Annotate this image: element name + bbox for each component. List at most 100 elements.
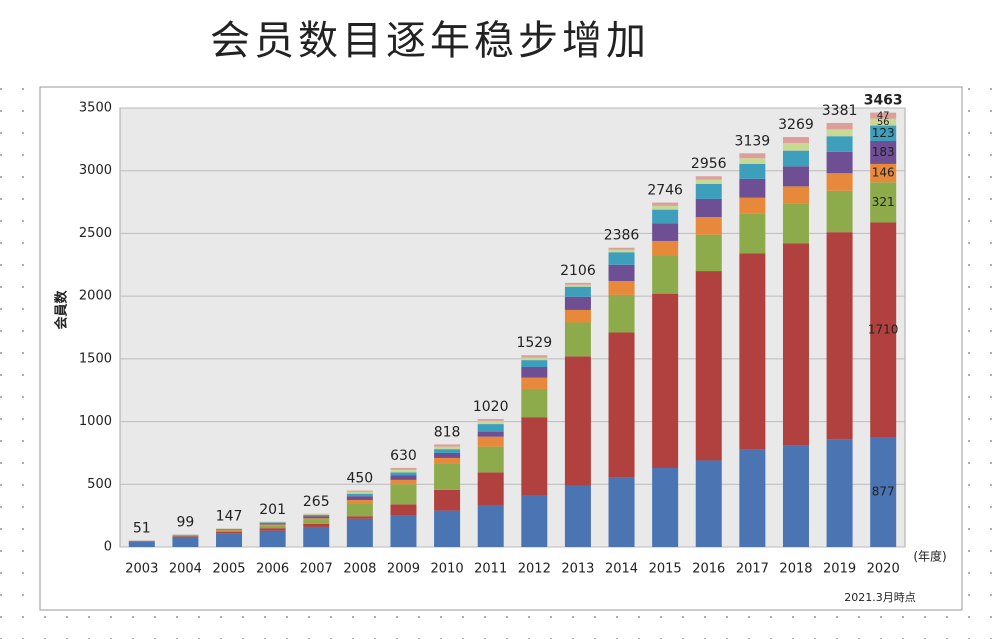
bar-segment xyxy=(695,198,722,218)
bar-segment xyxy=(695,179,722,184)
bar-segment xyxy=(826,129,853,137)
note: 2021.3月時点 xyxy=(844,591,916,604)
bar-segment xyxy=(390,479,417,485)
bar-segment xyxy=(434,446,461,450)
bar-segment xyxy=(434,463,461,490)
bar-segment xyxy=(303,513,330,515)
total-label: 3463 xyxy=(864,93,903,109)
bar-segment xyxy=(739,178,766,198)
bar-segment xyxy=(390,472,417,476)
bar-segment xyxy=(782,203,809,244)
bar-segment xyxy=(652,240,679,257)
bar-segment xyxy=(564,485,591,547)
y-tick-label: 0 xyxy=(104,540,112,555)
bar-segment xyxy=(216,530,243,532)
bar-segment xyxy=(390,475,417,480)
bar-segment xyxy=(564,284,591,287)
total-label: 147 xyxy=(216,509,243,525)
bar-segment xyxy=(216,529,243,530)
x-tick-label: 2014 xyxy=(605,562,638,577)
bar-segment xyxy=(477,424,504,432)
bar-segment xyxy=(564,296,591,310)
bar-segment xyxy=(608,249,635,253)
bar-segment xyxy=(346,493,373,497)
total-label: 51 xyxy=(133,521,151,537)
segment-label: 146 xyxy=(872,166,895,180)
x-tick-label: 2006 xyxy=(256,562,289,577)
total-label: 630 xyxy=(390,448,417,464)
segment-label: 877 xyxy=(872,484,895,498)
y-tick-label: 3000 xyxy=(79,163,112,178)
bar-segment xyxy=(564,286,591,297)
bar-segment xyxy=(608,281,635,295)
bar-segment xyxy=(216,531,243,534)
x-tick-label: 2019 xyxy=(823,562,856,577)
x-tick-label: 2011 xyxy=(474,562,507,577)
x-tick-label: 2012 xyxy=(518,562,551,577)
bar-segment xyxy=(870,436,897,547)
bar-segment xyxy=(521,495,548,547)
bar-segment xyxy=(521,367,548,378)
x-tick-label: 2016 xyxy=(692,562,725,577)
bar-segment xyxy=(303,516,330,519)
bar-segment xyxy=(346,516,373,519)
y-tick-label: 2000 xyxy=(79,289,112,304)
bar-segment xyxy=(259,528,286,531)
x-tick-label: 2017 xyxy=(736,562,769,577)
bar-segment xyxy=(608,252,635,265)
segment-label: 321 xyxy=(872,195,895,209)
bar-segment xyxy=(739,153,766,159)
segment-label: 183 xyxy=(872,145,895,159)
bar-segment xyxy=(608,477,635,547)
bar-segment xyxy=(870,118,897,126)
y-tick-label: 1000 xyxy=(79,414,112,429)
bar-segment xyxy=(434,457,461,464)
x-tick-label: 2020 xyxy=(867,562,900,577)
bar-segment xyxy=(826,151,853,174)
segment-label: 47 xyxy=(877,111,890,122)
bar-segment xyxy=(870,163,897,183)
y-tick-label: 500 xyxy=(87,477,112,492)
bar-segment xyxy=(564,282,591,285)
bar-segment xyxy=(477,446,504,473)
bar-segment xyxy=(259,525,286,529)
bar-segment xyxy=(652,205,679,210)
bar-segment xyxy=(303,523,330,527)
total-label: 2106 xyxy=(560,263,596,279)
x-tick-label: 2003 xyxy=(125,562,158,577)
bar-segment xyxy=(782,150,809,167)
segment-label: 123 xyxy=(872,126,895,140)
chart-title: 会员数目逐年稳步增加 xyxy=(210,18,650,64)
bar-segment xyxy=(870,222,897,437)
bar-segment xyxy=(303,518,330,521)
bar-segment xyxy=(521,417,548,496)
x-tick-label: 2008 xyxy=(343,562,376,577)
bar-segment xyxy=(521,357,548,361)
bar-segment xyxy=(259,530,286,547)
bar-segment xyxy=(608,294,635,333)
y-tick-label: 3500 xyxy=(79,101,112,116)
bar-segment xyxy=(826,173,853,191)
bar-segment xyxy=(870,140,897,164)
bar-segment xyxy=(739,253,766,450)
bar-segment xyxy=(521,355,548,358)
bar-segment xyxy=(652,467,679,547)
x-tick-label: 2007 xyxy=(300,562,333,577)
total-label: 1020 xyxy=(473,399,509,415)
bar-segment xyxy=(172,536,199,537)
bar-segment xyxy=(782,143,809,151)
total-label: 99 xyxy=(177,515,195,531)
bar-segment xyxy=(346,490,373,492)
bar-segment xyxy=(608,247,635,250)
bar-segment xyxy=(346,491,373,494)
bar-segment xyxy=(521,360,548,368)
x-tick-label: 2010 xyxy=(431,562,464,577)
total-label: 265 xyxy=(303,494,330,510)
bar-segment xyxy=(739,449,766,547)
bar-segment xyxy=(652,293,679,468)
total-label: 3381 xyxy=(822,103,858,119)
total-label: 3269 xyxy=(778,117,814,133)
x-tick-label: 2009 xyxy=(387,562,420,577)
